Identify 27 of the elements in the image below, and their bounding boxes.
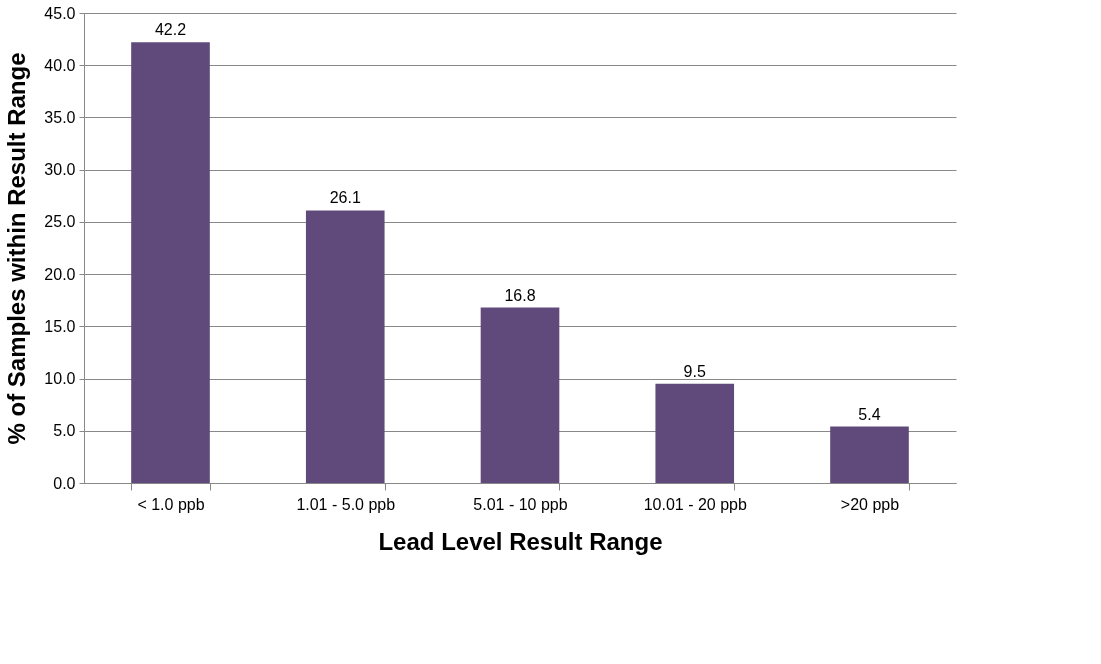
x-tick-label: 10.01 - 20 ppb	[643, 495, 747, 513]
y-tick-label: 5.0	[53, 422, 76, 440]
y-tick-label: 10.0	[44, 370, 76, 388]
x-tick-label: < 1.0 ppb	[137, 495, 205, 513]
y-tick-label: 40.0	[44, 56, 76, 74]
y-tick-label: 30.0	[44, 161, 76, 179]
data-label: 16.8	[504, 286, 536, 304]
y-tick-label: 35.0	[44, 108, 76, 126]
data-label: 26.1	[329, 189, 361, 207]
y-tick-label: 20.0	[44, 265, 76, 283]
bar	[830, 426, 909, 483]
data-label: 9.5	[683, 362, 706, 380]
data-label: 42.2	[154, 21, 187, 39]
x-axis-title: Lead Level Result Range	[378, 527, 663, 555]
y-tick-label: 0.0	[53, 474, 76, 492]
y-axis-title: % of Samples within Result Range	[3, 52, 31, 445]
y-tick-label: 25.0	[44, 213, 76, 231]
y-tick-label: 15.0	[44, 317, 76, 335]
bar	[480, 307, 560, 483]
bar	[305, 210, 385, 483]
y-tick-label: 45.0	[44, 4, 76, 22]
x-tick-label: 1.01 - 5.0 ppb	[296, 495, 396, 513]
x-tick-label: 5.01 - 10 ppb	[473, 495, 568, 513]
bar	[131, 42, 210, 483]
bar	[655, 383, 735, 483]
data-label: 5.4	[858, 405, 881, 423]
x-tick-label: >20 ppb	[840, 495, 900, 513]
